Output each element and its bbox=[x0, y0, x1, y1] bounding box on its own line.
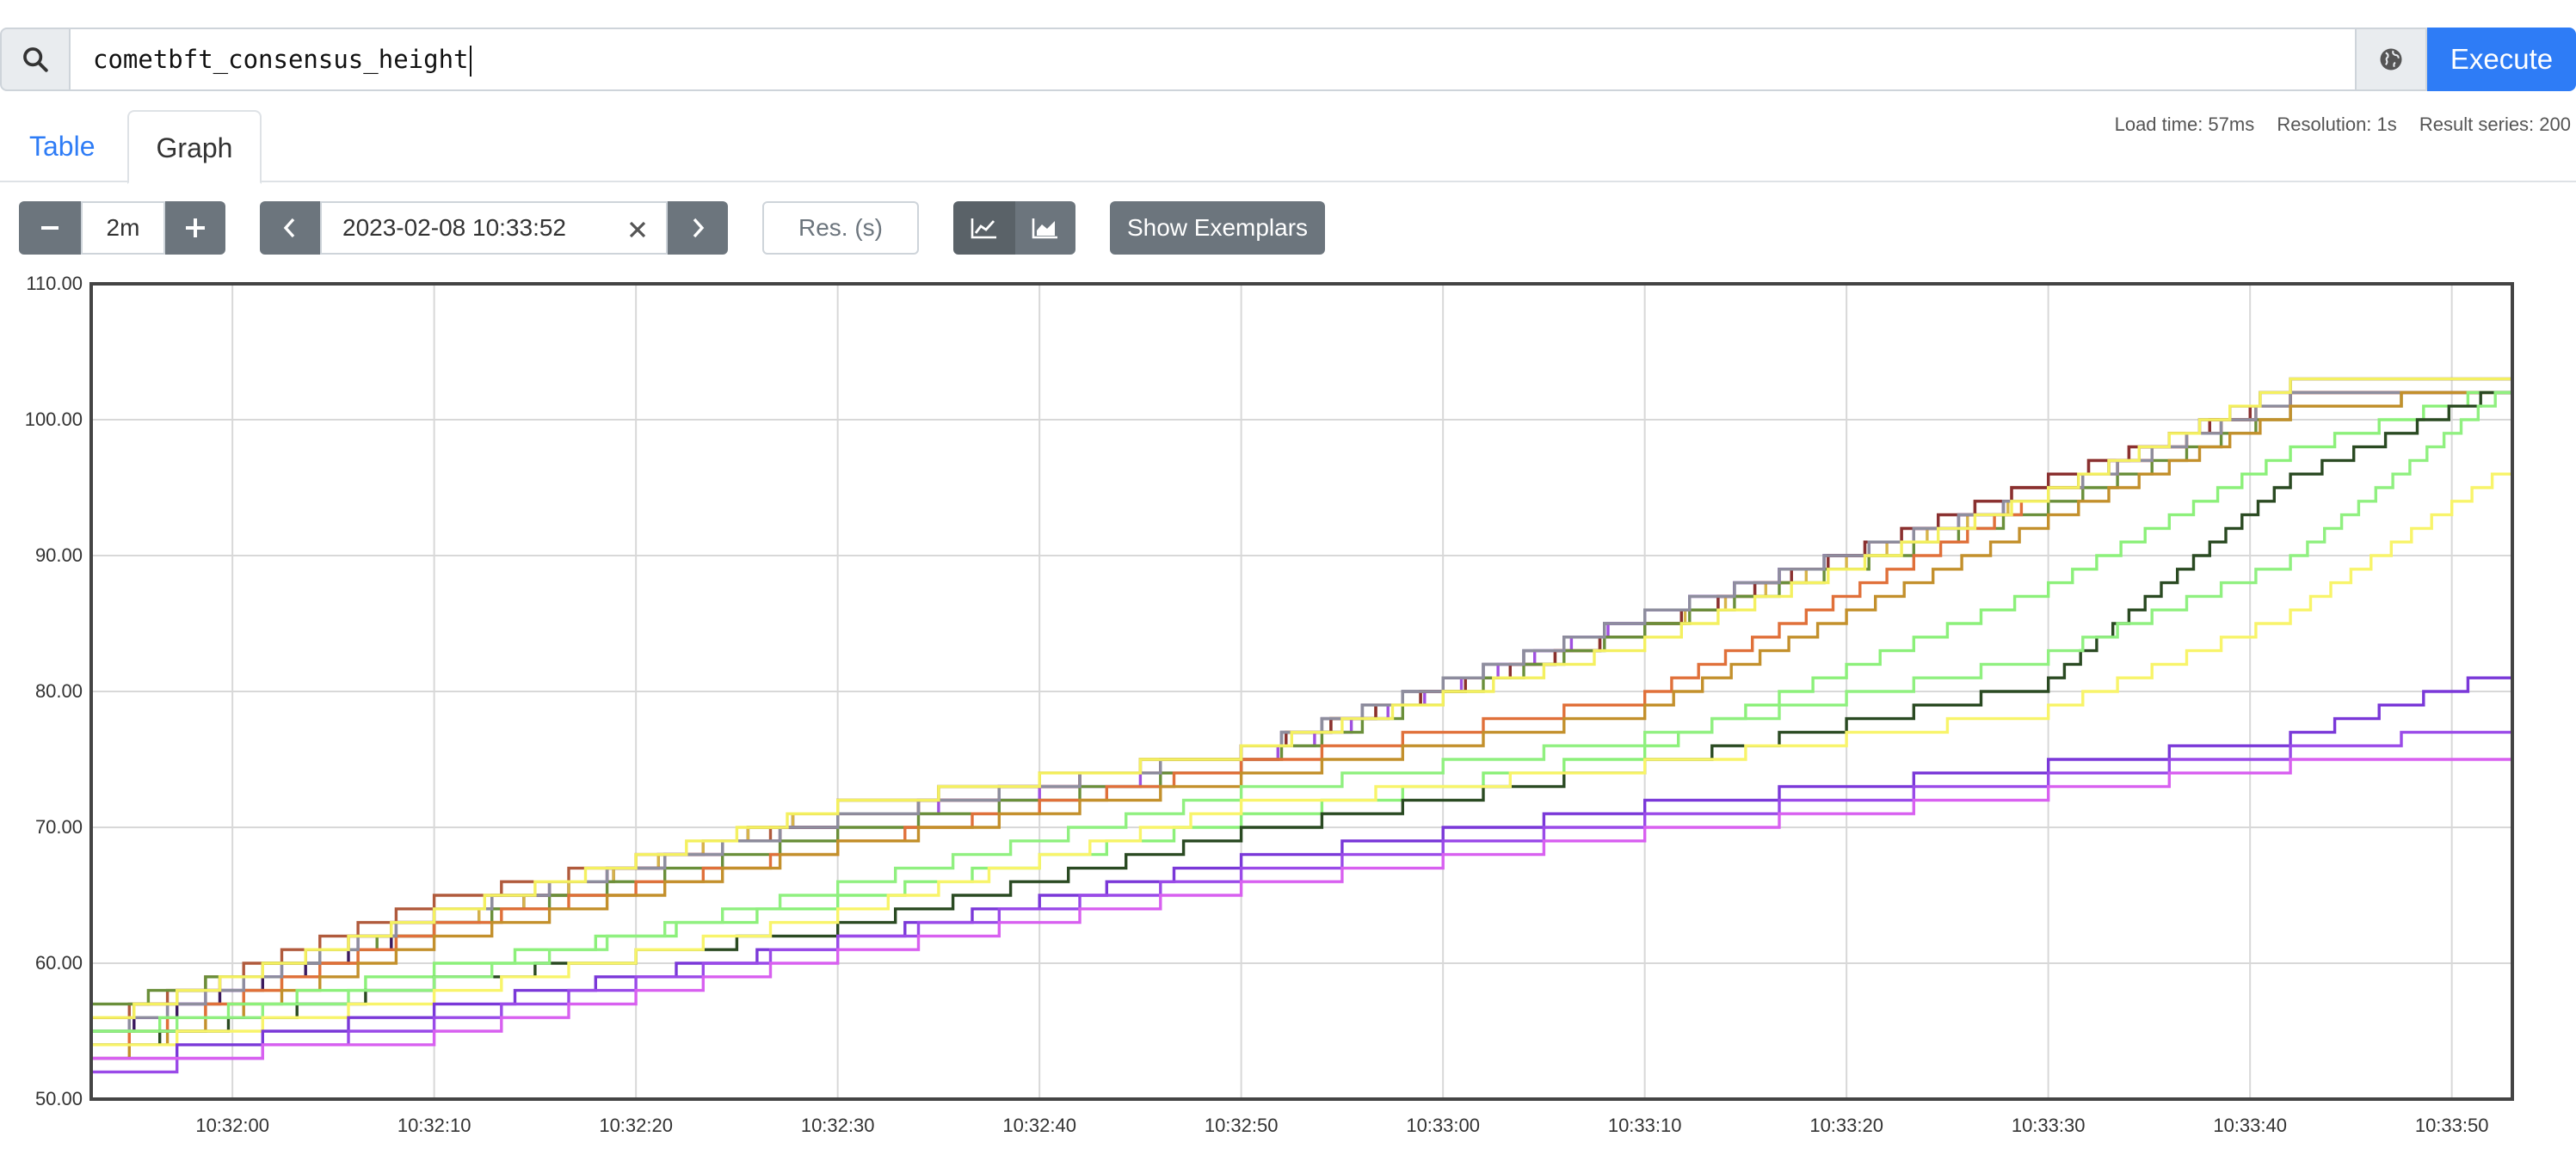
query-bar: cometbft_consensus_height Execute bbox=[0, 28, 2576, 93]
x-tick-label: 10:33:00 bbox=[1406, 1115, 1480, 1136]
y-tick-label: 80.00 bbox=[35, 680, 83, 702]
text-caret bbox=[469, 46, 471, 77]
stacked-button[interactable] bbox=[1015, 201, 1075, 255]
x-tick-label: 10:32:20 bbox=[599, 1115, 673, 1136]
resolution-stat: Resolution: 1s bbox=[2277, 114, 2397, 135]
show-exemplars-button[interactable]: Show Exemplars bbox=[1110, 201, 1325, 255]
series-line-16[interactable] bbox=[91, 718, 2514, 1074]
x-tick-label: 10:33:50 bbox=[2415, 1115, 2489, 1136]
tab-graph[interactable]: Graph bbox=[127, 110, 262, 184]
series-line-12[interactable] bbox=[91, 378, 2514, 1047]
x-axis: 10:32:00 10:32:10 10:32:20 10:32:30 10:32:40… bbox=[195, 1115, 2488, 1136]
series-line-14[interactable] bbox=[91, 460, 2514, 1047]
y-axis: 50.00 60.00 70.00 80.00 90.00 100.00 110.00 bbox=[25, 275, 83, 1109]
plus-icon bbox=[186, 218, 205, 237]
x-tick-label: 10:33:40 bbox=[2213, 1115, 2287, 1136]
plot-frame bbox=[89, 282, 2514, 1101]
minus-icon bbox=[41, 226, 59, 230]
chevron-left-icon bbox=[283, 218, 295, 238]
result-series-stat: Result series: 200 bbox=[2419, 114, 2571, 135]
y-tick-label: 70.00 bbox=[35, 816, 83, 838]
end-time-value: 2023-02-08 10:33:52 bbox=[342, 214, 566, 241]
series-line-13[interactable] bbox=[91, 378, 2514, 1033]
search-icon bbox=[0, 28, 71, 91]
x-tick-label: 10:32:30 bbox=[801, 1115, 875, 1136]
series-line-11[interactable] bbox=[91, 378, 2514, 1033]
x-tick-label: 10:33:20 bbox=[1809, 1115, 1883, 1136]
series-line-3[interactable] bbox=[91, 378, 2514, 1047]
series-line-7[interactable] bbox=[91, 378, 2514, 1047]
chevron-right-icon bbox=[693, 218, 705, 238]
previous-time-button[interactable] bbox=[260, 201, 320, 255]
expression-text: cometbft_consensus_height bbox=[93, 45, 469, 74]
unstacked-button[interactable] bbox=[953, 201, 1015, 255]
series-line-10[interactable] bbox=[91, 377, 2512, 1019]
y-tick-label: 50.00 bbox=[35, 1088, 83, 1109]
series-line-15[interactable] bbox=[91, 664, 2514, 1060]
chart-series bbox=[91, 377, 2514, 1074]
decrease-range-button[interactable] bbox=[19, 201, 81, 255]
query-stats: Load time: 57ms Resolution: 1s Result se… bbox=[2098, 114, 2571, 136]
range-input[interactable]: 2m bbox=[81, 201, 165, 255]
tab-table[interactable]: Table bbox=[29, 131, 96, 162]
series-line-4[interactable] bbox=[91, 378, 2514, 1033]
y-tick-label: 90.00 bbox=[35, 544, 83, 566]
tabs-divider bbox=[0, 181, 2576, 182]
resolution-input[interactable]: Res. (s) bbox=[762, 201, 919, 255]
x-tick-label: 10:32:00 bbox=[195, 1115, 269, 1136]
clear-icon[interactable] bbox=[628, 220, 647, 239]
metrics-explorer-icon[interactable] bbox=[2357, 28, 2427, 91]
x-tick-label: 10:32:10 bbox=[397, 1115, 471, 1136]
y-tick-label: 60.00 bbox=[35, 952, 83, 974]
area-chart-icon bbox=[1032, 218, 1057, 239]
line-chart-icon bbox=[971, 218, 996, 239]
series-line-9[interactable] bbox=[91, 378, 2514, 1060]
end-time-input[interactable]: 2023-02-08 10:33:52 bbox=[320, 201, 668, 255]
y-tick-label: 100.00 bbox=[25, 409, 83, 430]
series-line-8[interactable] bbox=[91, 378, 2514, 1033]
x-tick-label: 10:32:40 bbox=[1002, 1115, 1076, 1136]
x-tick-label: 10:32:50 bbox=[1205, 1115, 1279, 1136]
expression-input[interactable]: cometbft_consensus_height bbox=[71, 28, 2357, 91]
load-time: Load time: 57ms bbox=[2114, 114, 2255, 135]
x-tick-label: 10:33:30 bbox=[2012, 1115, 2086, 1136]
x-tick-label: 10:33:10 bbox=[1608, 1115, 1682, 1136]
resolution-placeholder: Res. (s) bbox=[798, 214, 883, 241]
series-line-1[interactable] bbox=[91, 377, 2512, 1033]
range-value: 2m bbox=[106, 214, 140, 241]
time-series-graph[interactable]: 50.00 60.00 70.00 80.00 90.00 100.00 110.00 10… bbox=[0, 275, 2576, 1144]
series-line-17[interactable] bbox=[91, 746, 2514, 1060]
y-tick-label: 110.00 bbox=[26, 275, 83, 294]
next-time-button[interactable] bbox=[668, 201, 728, 255]
increase-range-button[interactable] bbox=[165, 201, 225, 255]
execute-button[interactable]: Execute bbox=[2427, 28, 2576, 91]
